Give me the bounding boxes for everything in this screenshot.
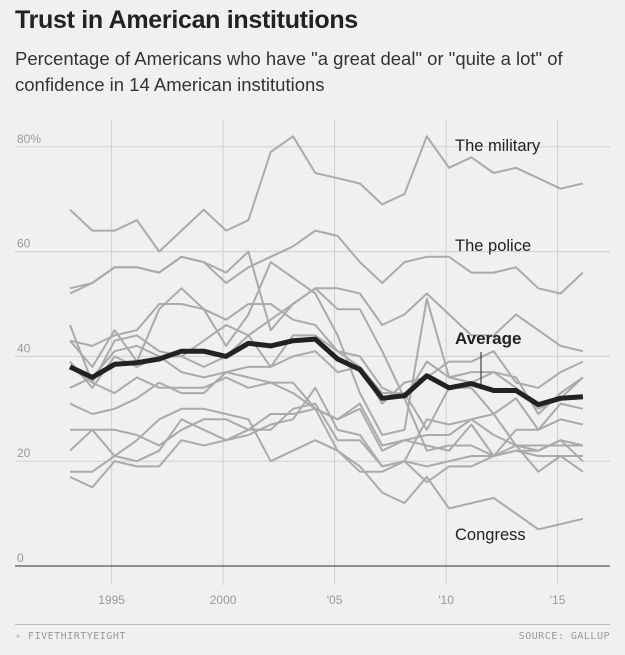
x-tick-label: '15 — [550, 593, 566, 607]
source-note: SOURCE: GALLUP — [518, 631, 610, 642]
label-average: Average — [455, 329, 521, 348]
x-tick-label: '05 — [327, 593, 343, 607]
series-line-institution-5 — [69, 303, 584, 410]
series-line-the-military — [69, 135, 584, 253]
series-line-institution-6 — [69, 261, 584, 436]
logo-text: FIVETHIRTYEIGHT — [28, 631, 126, 642]
x-tick-label: 2000 — [210, 593, 237, 607]
y-tick-label: 20 — [17, 446, 31, 460]
label-police: The police — [455, 237, 531, 255]
series-line-institution-13 — [70, 402, 584, 468]
y-tick-label: 40 — [17, 341, 31, 355]
chart-subtitle: Percentage of Americans who have "a grea… — [15, 48, 563, 95]
y-tick-label: 60 — [17, 237, 31, 251]
x-tick-label: '10 — [438, 593, 454, 607]
footer-divider — [15, 624, 610, 625]
series-line-institution-12 — [69, 407, 584, 484]
chart-title: Trust in American institutions — [15, 6, 358, 34]
series-line-institution-10 — [69, 371, 584, 462]
series-line-institution-7 — [69, 287, 584, 457]
logo-icon: ✧ — [15, 631, 29, 642]
series-line-institution-9 — [69, 334, 584, 405]
series-line-congress — [70, 407, 584, 531]
series-line-institution-4 — [69, 250, 584, 353]
label-congress: Congress — [455, 526, 526, 544]
fivethirtyeight-logo: ✧ FIVETHIRTYEIGHT — [15, 631, 126, 642]
x-tick-label: 1995 — [98, 593, 125, 607]
average-line — [68, 336, 584, 408]
y-tick-label: 80% — [17, 132, 41, 146]
series-line-institution-14 — [69, 386, 583, 489]
y-tick-label: 0 — [17, 551, 24, 565]
label-military: The military — [455, 137, 541, 155]
